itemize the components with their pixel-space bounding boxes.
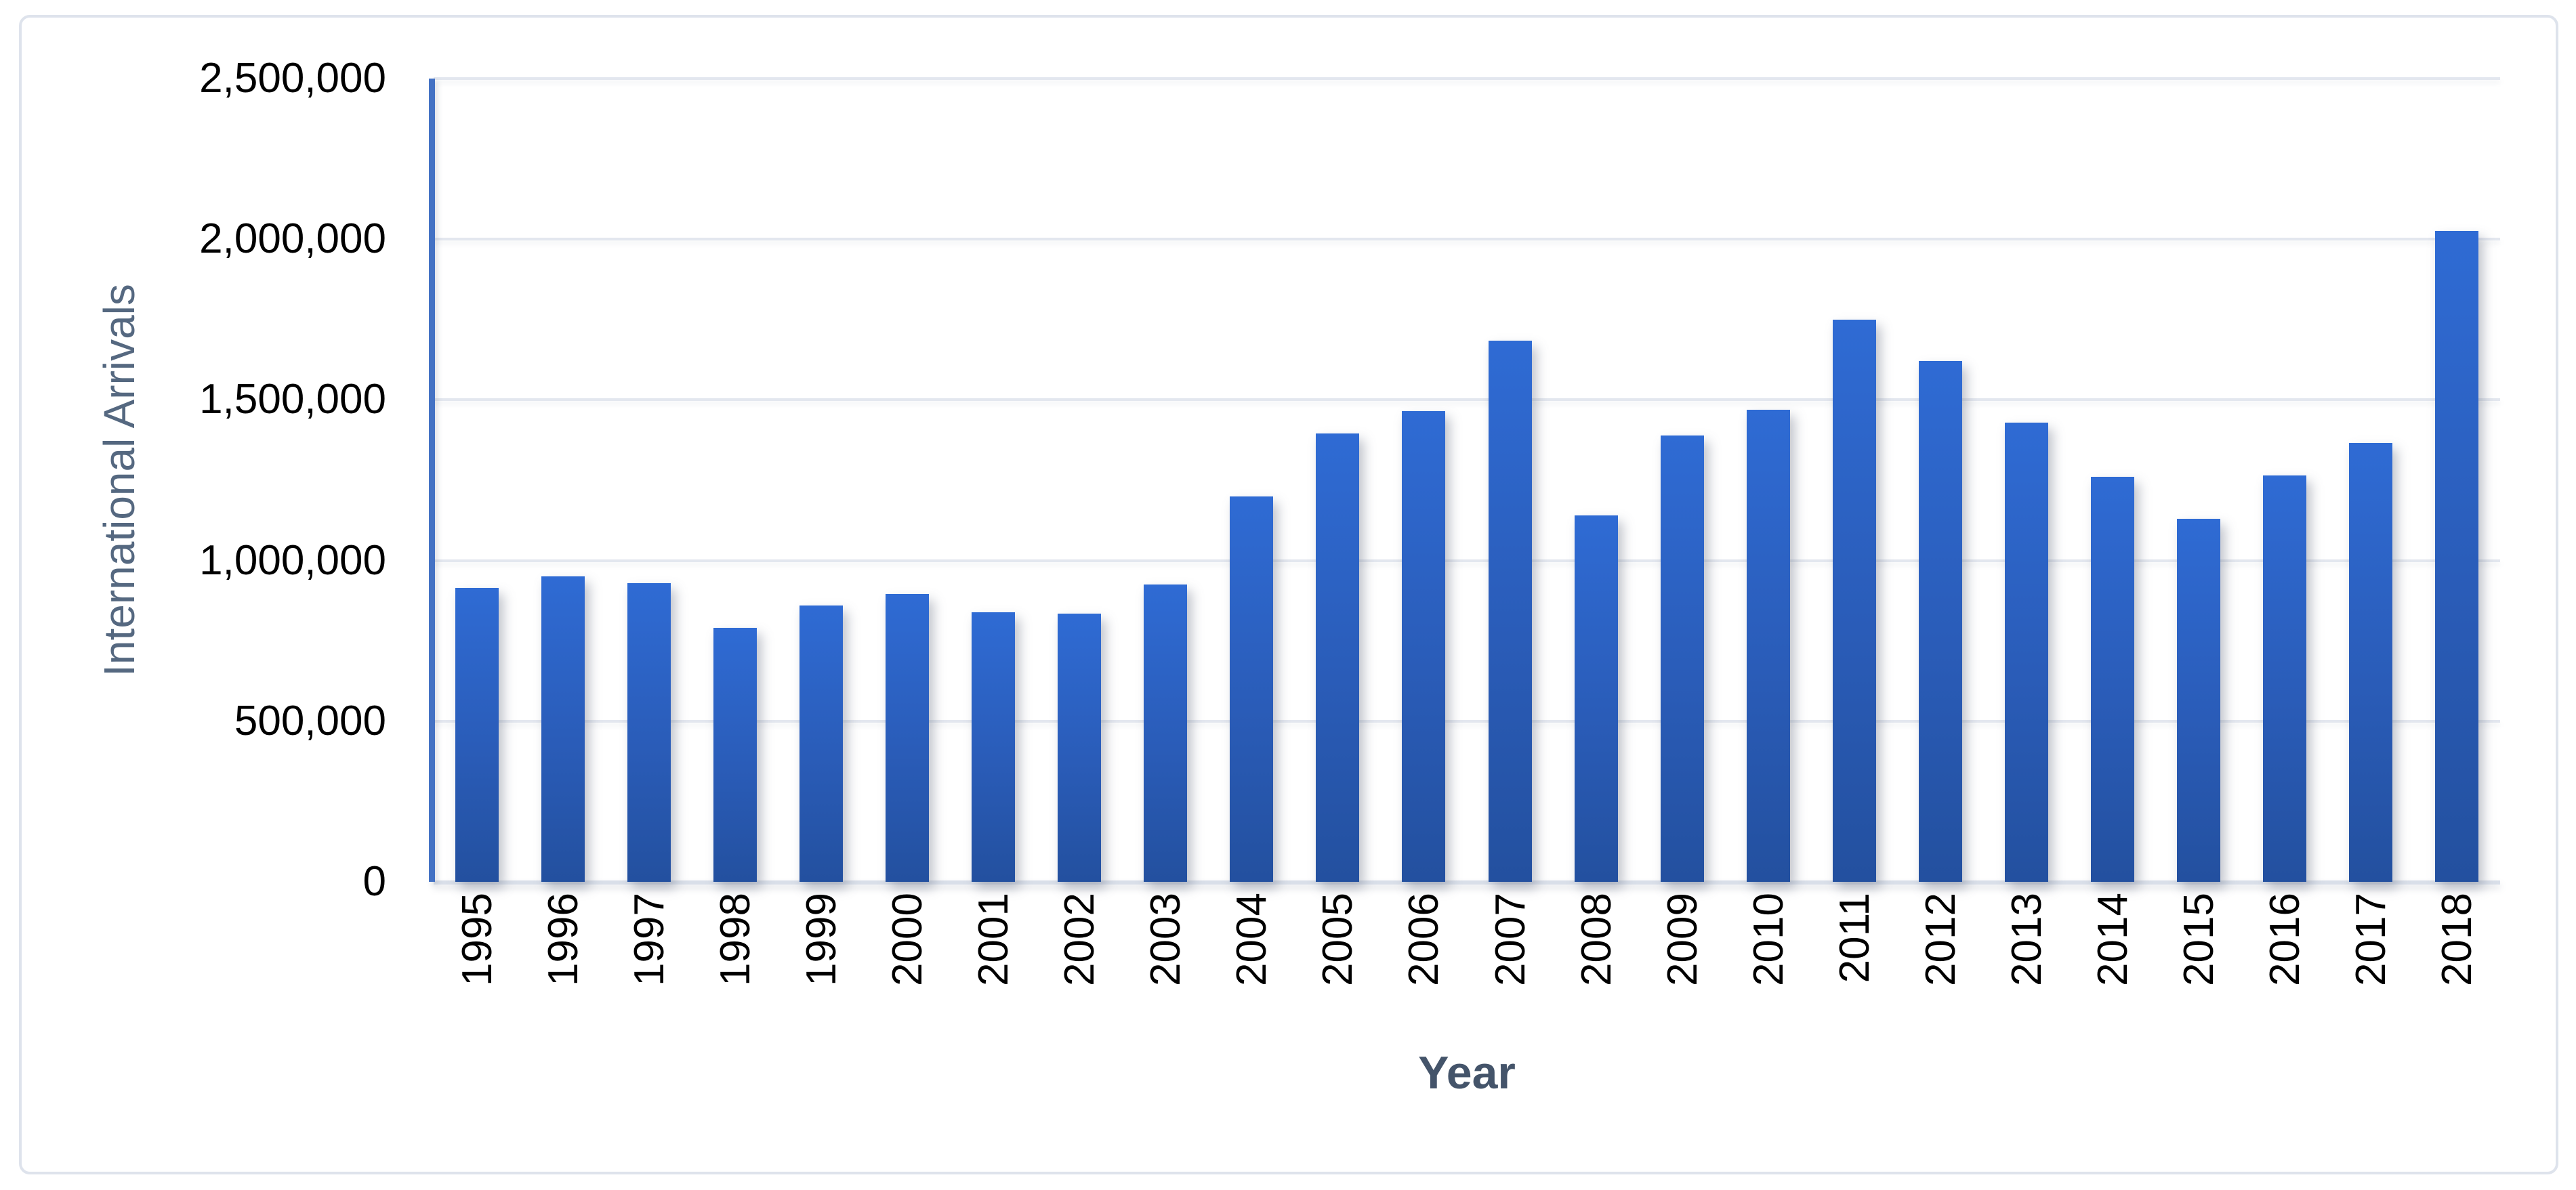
x-tick-label-2013: 2013 xyxy=(1984,893,2069,1069)
x-tick-text-2002: 2002 xyxy=(1056,893,1103,986)
bar-2016 xyxy=(2263,475,2306,882)
y-axis-title: International Arrivals xyxy=(95,284,144,677)
x-tick-text-1995: 1995 xyxy=(453,893,501,986)
y-tick-label-1000000: 1,000,000 xyxy=(199,536,386,584)
bar-2008 xyxy=(1575,515,1618,882)
x-tick-text-2016: 2016 xyxy=(2261,893,2308,986)
y-tick-label-500000: 500,000 xyxy=(234,697,386,744)
bar-1995 xyxy=(455,588,499,882)
x-tick-label-2006: 2006 xyxy=(1381,893,1466,1069)
gridline-2500000 xyxy=(434,77,2500,80)
x-tick-text-2007: 2007 xyxy=(1487,893,1534,986)
x-tick-label-1995: 1995 xyxy=(434,893,520,1069)
x-tick-label-2001: 2001 xyxy=(951,893,1036,1069)
x-tick-text-2004: 2004 xyxy=(1228,893,1275,986)
bar-1998 xyxy=(713,628,757,882)
x-tick-label-2005: 2005 xyxy=(1295,893,1380,1069)
bar-2004 xyxy=(1230,496,1273,882)
x-tick-text-2001: 2001 xyxy=(970,893,1017,986)
bar-2009 xyxy=(1661,435,1704,882)
chart-border xyxy=(19,15,2558,1174)
bar-2006 xyxy=(1402,411,1445,882)
bar-2000 xyxy=(886,594,929,882)
bar-2010 xyxy=(1747,410,1790,882)
y-tick-label-1500000: 1,500,000 xyxy=(199,376,386,423)
x-tick-text-1998: 1998 xyxy=(711,893,759,986)
x-tick-text-2003: 2003 xyxy=(1142,893,1189,986)
x-tick-text-2017: 2017 xyxy=(2347,893,2394,986)
x-tick-text-2013: 2013 xyxy=(2003,893,2050,986)
x-tick-label-2007: 2007 xyxy=(1468,893,1553,1069)
x-tick-label-2008: 2008 xyxy=(1554,893,1639,1069)
x-tick-label-2003: 2003 xyxy=(1123,893,1208,1069)
x-tick-label-2000: 2000 xyxy=(865,893,950,1069)
x-tick-text-2015: 2015 xyxy=(2175,893,2222,986)
bar-2017 xyxy=(2349,443,2392,882)
x-tick-text-2018: 2018 xyxy=(2433,893,2480,986)
y-tick-label-2500000: 2,500,000 xyxy=(199,55,386,102)
x-tick-label-2009: 2009 xyxy=(1640,893,1725,1069)
x-tick-label-2014: 2014 xyxy=(2070,893,2155,1069)
x-tick-text-2008: 2008 xyxy=(1573,893,1620,986)
gridline-1000000 xyxy=(434,559,2500,562)
x-tick-label-1997: 1997 xyxy=(606,893,692,1069)
x-tick-label-2015: 2015 xyxy=(2156,893,2241,1069)
x-tick-label-2010: 2010 xyxy=(1726,893,1811,1069)
gridline-1500000 xyxy=(434,398,2500,402)
bar-2007 xyxy=(1489,341,1532,882)
x-tick-text-1999: 1999 xyxy=(797,893,845,986)
x-tick-label-2004: 2004 xyxy=(1209,893,1294,1069)
bar-2012 xyxy=(1919,361,1962,882)
x-tick-text-2005: 2005 xyxy=(1314,893,1361,986)
x-tick-text-2006: 2006 xyxy=(1400,893,1447,986)
x-tick-label-2011: 2011 xyxy=(1812,893,1897,1069)
x-tick-label-1999: 1999 xyxy=(778,893,864,1069)
x-tick-text-2012: 2012 xyxy=(1917,893,1964,986)
x-tick-label-2012: 2012 xyxy=(1898,893,1983,1069)
x-tick-text-2014: 2014 xyxy=(2089,893,2136,986)
gridline-500000 xyxy=(434,719,2500,723)
bar-2013 xyxy=(2005,423,2048,882)
bar-2011 xyxy=(1833,320,1876,882)
x-tick-label-2002: 2002 xyxy=(1037,893,1122,1069)
gridline-2000000 xyxy=(434,238,2500,241)
y-tick-label-0: 0 xyxy=(362,858,386,905)
x-tick-text-2000: 2000 xyxy=(884,893,931,986)
x-tick-text-2011: 2011 xyxy=(1831,893,1878,983)
x-tick-label-2018: 2018 xyxy=(2414,893,2499,1069)
x-tick-label-1996: 1996 xyxy=(520,893,606,1069)
bar-2002 xyxy=(1058,614,1101,882)
bar-2015 xyxy=(2177,519,2220,882)
bar-2003 xyxy=(1144,585,1187,882)
bar-2001 xyxy=(972,612,1015,882)
bar-1999 xyxy=(799,605,843,882)
x-tick-text-2009: 2009 xyxy=(1659,893,1706,986)
x-tick-text-1997: 1997 xyxy=(625,893,673,986)
x-axis-baseline xyxy=(434,880,2500,885)
y-tick-label-2000000: 2,000,000 xyxy=(199,215,386,263)
bar-1996 xyxy=(541,576,585,882)
bar-2018 xyxy=(2435,231,2478,882)
x-tick-text-1996: 1996 xyxy=(539,893,587,986)
x-tick-text-2010: 2010 xyxy=(1745,893,1792,986)
x-tick-label-2016: 2016 xyxy=(2242,893,2327,1069)
bar-2014 xyxy=(2091,477,2134,882)
bar-2005 xyxy=(1316,433,1359,882)
x-tick-label-1998: 1998 xyxy=(692,893,778,1069)
x-axis-title: Year xyxy=(1418,1047,1516,1099)
bar-1997 xyxy=(627,583,671,882)
y-axis-line xyxy=(429,79,435,882)
x-tick-label-2017: 2017 xyxy=(2328,893,2413,1069)
